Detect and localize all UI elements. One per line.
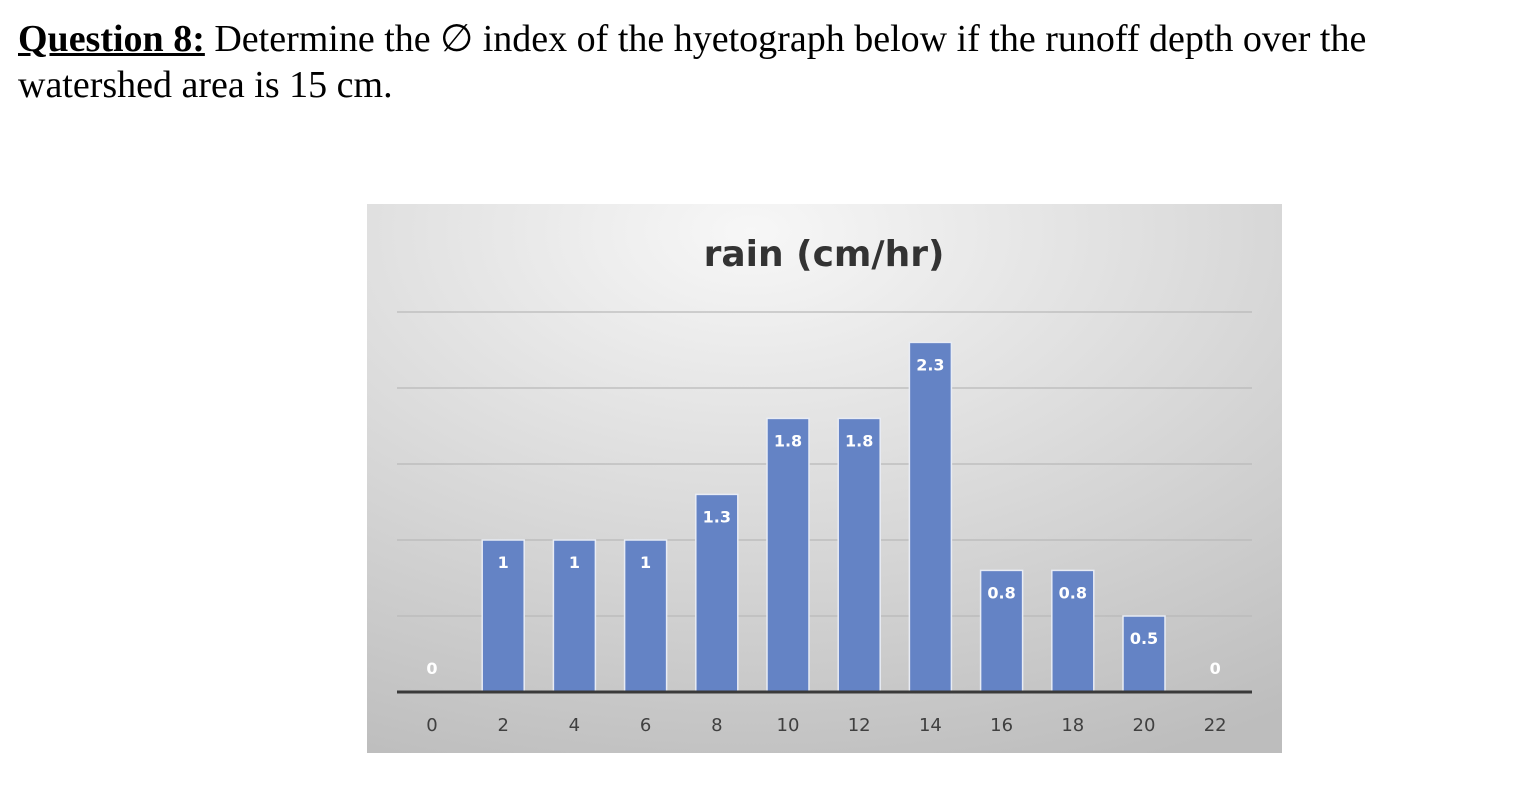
x-tick-label: 12 (848, 715, 871, 736)
bar (837, 417, 881, 693)
data-label: 2.3 (916, 355, 944, 374)
bars (481, 341, 1166, 693)
data-label: 1.8 (845, 431, 873, 450)
data-label: 0.8 (987, 583, 1015, 602)
x-tick-label: 18 (1061, 715, 1084, 736)
x-tick-label: 0 (426, 715, 437, 736)
data-label: 0 (1210, 659, 1221, 678)
data-label: 0.5 (1130, 629, 1158, 648)
data-label: 0.8 (1059, 583, 1087, 602)
hyetograph-chart: rain (cm/hr) 0 2 4 6 8 10 12 14 16 18 20 22 0 1 1 1 1.3… (367, 204, 1282, 753)
data-label: 1 (498, 553, 509, 572)
chart-title: rain (cm/hr) (704, 234, 945, 275)
x-tick-label: 20 (1133, 715, 1156, 736)
data-label: 0 (426, 659, 437, 678)
question-text: Question 8: Determine the ∅ index of the… (18, 16, 1508, 108)
data-label: 1.3 (703, 507, 731, 526)
bar (623, 539, 668, 693)
data-label: 1 (569, 553, 580, 572)
question-body: Determine the ∅ index of the hyetograph … (18, 18, 1367, 106)
data-label: 1 (640, 553, 651, 572)
bar (766, 417, 810, 693)
question-label: Question 8: (18, 18, 205, 60)
x-tick-label: 2 (497, 715, 508, 736)
x-tick-label: 16 (990, 715, 1013, 736)
bar (908, 341, 953, 693)
data-label: 1.8 (774, 431, 802, 450)
gridlines (397, 311, 1252, 617)
data-labels: 0 1 1 1 1.3 1.8 1.8 2.3 0.8 0.8 0.5 0 (426, 355, 1220, 678)
x-tick-label: 10 (777, 715, 800, 736)
x-tick-label: 22 (1204, 715, 1227, 736)
x-axis: 0 2 4 6 8 10 12 14 16 18 20 22 (397, 690, 1252, 736)
x-tick-label: 14 (919, 715, 942, 736)
bar (695, 493, 739, 693)
x-tick-label: 8 (711, 715, 722, 736)
bar (1122, 615, 1166, 693)
chart-canvas: rain (cm/hr) 0 2 4 6 8 10 12 14 16 18 20 22 0 1 1 1 1.3… (367, 204, 1282, 753)
x-tick-label: 6 (640, 715, 651, 736)
x-tick-label: 4 (569, 715, 580, 736)
bar (979, 569, 1024, 693)
bar (481, 539, 525, 693)
